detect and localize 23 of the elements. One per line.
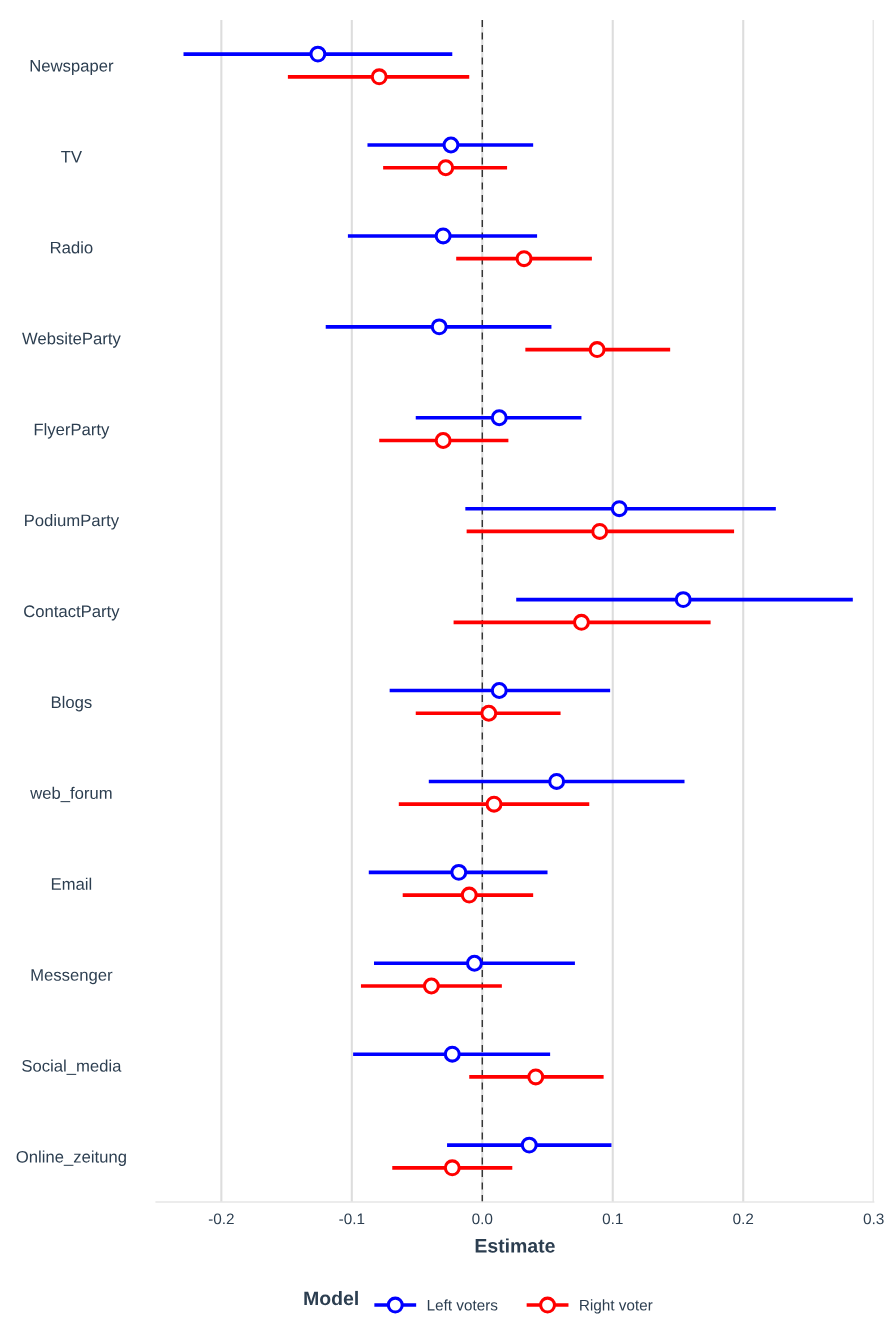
y-tick-label: Online_zeitung — [16, 1150, 126, 1166]
y-tick-label: FlyerParty — [34, 423, 110, 439]
y-tick-label: web_forum — [30, 786, 112, 803]
x-tick-label: 0.3 — [863, 1213, 884, 1225]
y-tick-label: Blogs — [51, 695, 92, 712]
y-tick-label: Newspaper — [30, 60, 114, 75]
legend-label: Left voters — [427, 1299, 498, 1311]
y-tick-label: PodiumParty — [25, 514, 120, 530]
legend-label: Right voter — [580, 1299, 653, 1314]
y-tick-label: Messenger — [31, 969, 113, 985]
legend-title: Model — [304, 1290, 358, 1306]
x-axis-title: Estimate — [475, 1238, 555, 1253]
y-tick-label: Radio — [50, 241, 93, 254]
y-tick-label: Email — [51, 877, 92, 890]
y-tick-label: Social_media — [22, 1059, 122, 1075]
y-tick-label: WebsiteParty — [22, 332, 121, 348]
y-tick-label: TV — [61, 150, 82, 163]
x-tick-label: -0.1 — [339, 1213, 365, 1225]
x-tick-label: 0.1 — [602, 1213, 623, 1225]
x-tick-label: 0.2 — [733, 1213, 754, 1225]
x-tick-label: -0.2 — [208, 1213, 234, 1225]
y-tick-label: ContactParty — [24, 605, 120, 621]
x-tick-label: 0.0 — [472, 1213, 493, 1225]
